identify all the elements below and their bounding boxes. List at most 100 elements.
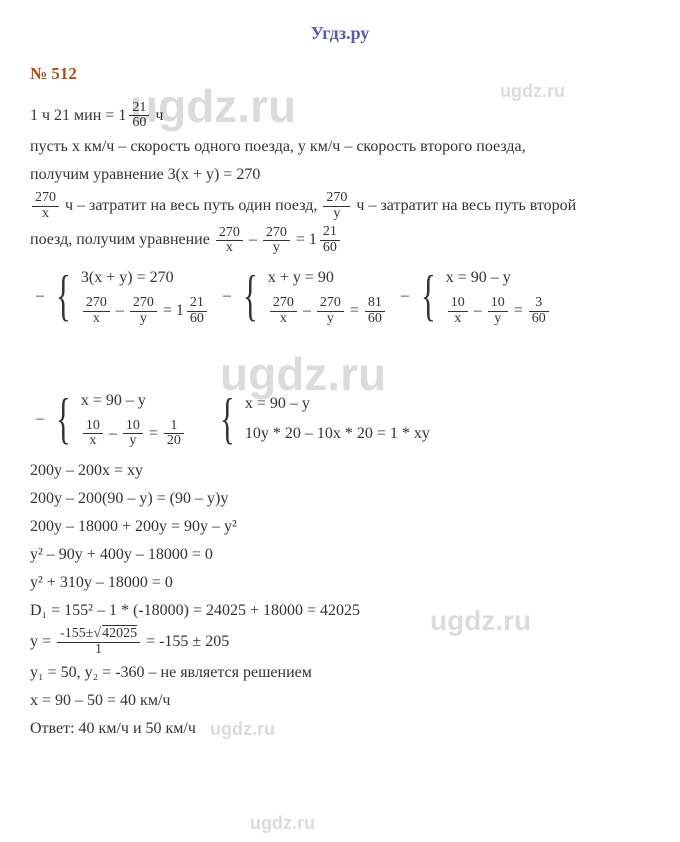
radicand: 42025 [101,626,137,641]
numerator: 270 [270,296,297,312]
numerator: 270 [216,226,243,242]
eq-line: 200y – 200x = xy [30,459,650,483]
time-conversion: 1 ч 21 мин = 1 21 60 ч [30,101,650,131]
minus: – [474,302,486,319]
eq-line: 200y – 18000 + 200y = 90y – y² [30,515,650,539]
numerator: 270 [317,296,344,312]
eq-line: y² – 90y + 400y – 18000 = 0 [30,543,650,567]
root-line: y = -155±√42025 1 = -155 ± 205 [30,627,650,657]
sys-eq: x = 90 – y [81,389,186,413]
systems-row-2: – { x = 90 – y 10x – 10y = 120 { x = 90 … [30,383,650,455]
systems-row-1: – { 3(x + y) = 270 270x – 270y = 12160 –… [30,260,650,333]
fraction: 270 y [263,226,290,256]
numerator: 270 [130,296,157,312]
text: ч – затратит на весь путь один поезд, [65,197,321,214]
eq-line: y₁ = 50, y₂ = -360 – не является решение… [30,661,650,685]
brace-icon: { [56,276,71,316]
text: y = [30,633,55,650]
setup-line-1: пусть x км/ч – скорость одного поезда, y… [30,135,650,159]
eq-line: y² + 310y – 18000 = 0 [30,571,650,595]
fraction: 21 60 [129,101,149,131]
numerator: 10 [123,419,143,435]
site-header: Угдз.ру [30,20,650,47]
mixed-fraction: 1 21 60 [118,101,151,131]
equals: = [514,302,527,319]
denominator: 20 [164,434,184,449]
minus: – [116,302,128,319]
denominator: y [263,241,290,256]
sys-eq: x = 90 – y [446,266,551,290]
whole: 1 [118,104,126,128]
denominator: y [317,312,344,327]
numerator: 270 [32,191,59,207]
sys-eq: 10x – 10y = 360 [446,296,551,326]
text: поезд, получим уравнение [30,231,214,248]
equals: = [350,302,363,319]
equals: = [163,302,176,319]
denominator: 60 [129,116,149,131]
time-expr-line: 270 x ч – затратит на весь путь один пое… [30,191,650,221]
whole: 1 [176,299,184,323]
minus: – [109,425,121,442]
text: = -155 ± 205 [146,633,229,650]
numerator: 10 [488,296,508,312]
dash: – [36,407,44,431]
numerator: 1 [164,419,184,435]
sys-eq: 270x – 270y = 8160 [268,296,387,326]
watermark: ugdz.ru [250,810,315,837]
denominator: y [323,207,350,222]
mixed-fraction: 1 21 60 [309,225,342,255]
denominator: y [488,312,508,327]
numerator: 21 [320,225,340,241]
whole: 1 [309,228,317,252]
numerator: 10 [83,419,103,435]
denominator: x [448,312,468,327]
system-2: { x + y = 90 270x – 270y = 8160 [237,266,387,326]
brace-icon: { [243,276,258,316]
eq-line: D₁ = 155² – 1 * (-18000) = 24025 + 18000… [30,599,650,623]
numerator: 3 [529,296,549,312]
denominator: 60 [529,312,549,327]
answer-line: Ответ: 40 км/ч и 50 км/ч [30,717,650,741]
minus: – [303,302,315,319]
sys-eq: 3(x + y) = 270 [81,266,209,290]
numerator: 270 [83,296,110,312]
numerator: 21 [129,101,149,117]
denominator: x [83,312,110,327]
fraction: -155±√42025 1 [57,627,140,657]
numerator: 270 [323,191,350,207]
fraction: 270 y [323,191,350,221]
denominator: 60 [187,312,207,327]
numerator: -155±√42025 [57,627,140,643]
text: 1 ч 21 мин = [30,107,118,124]
denominator: 60 [365,312,385,327]
sys-eq: 10x – 10y = 120 [81,419,186,449]
brace-icon: { [421,276,436,316]
fraction: 270 x [32,191,59,221]
brace-icon: { [56,399,71,439]
setup-line-2: получим уравнение 3(x + y) = 270 [30,163,650,187]
numerator: 270 [263,226,290,242]
denominator: x [270,312,297,327]
brace-icon: { [220,399,235,439]
minus: – [249,231,261,248]
numerator: 21 [187,296,207,312]
fraction: 270 x [216,226,243,256]
denominator: 60 [320,241,340,256]
dash: – [401,284,409,308]
system-4: { x = 90 – y 10x – 10y = 120 [50,389,186,449]
numerator: 81 [365,296,385,312]
equation-line: поезд, получим уравнение 270 x – 270 y =… [30,225,650,256]
dash: – [223,284,231,308]
denominator: y [123,434,143,449]
problem-number: № 512 [30,61,650,87]
numerator: 10 [448,296,468,312]
text: ч – затратит на весь путь второй [356,197,576,214]
sys-eq: x = 90 – y [245,392,430,416]
sys-eq: 10y * 20 – 10x * 20 = 1 * xy [245,422,430,446]
denominator: x [216,241,243,256]
denominator: 1 [57,643,140,658]
system-1: { 3(x + y) = 270 270x – 270y = 12160 [50,266,209,327]
text: -155± [60,626,93,641]
eq-line: 200y – 200(90 – y) = (90 – y)y [30,487,650,511]
